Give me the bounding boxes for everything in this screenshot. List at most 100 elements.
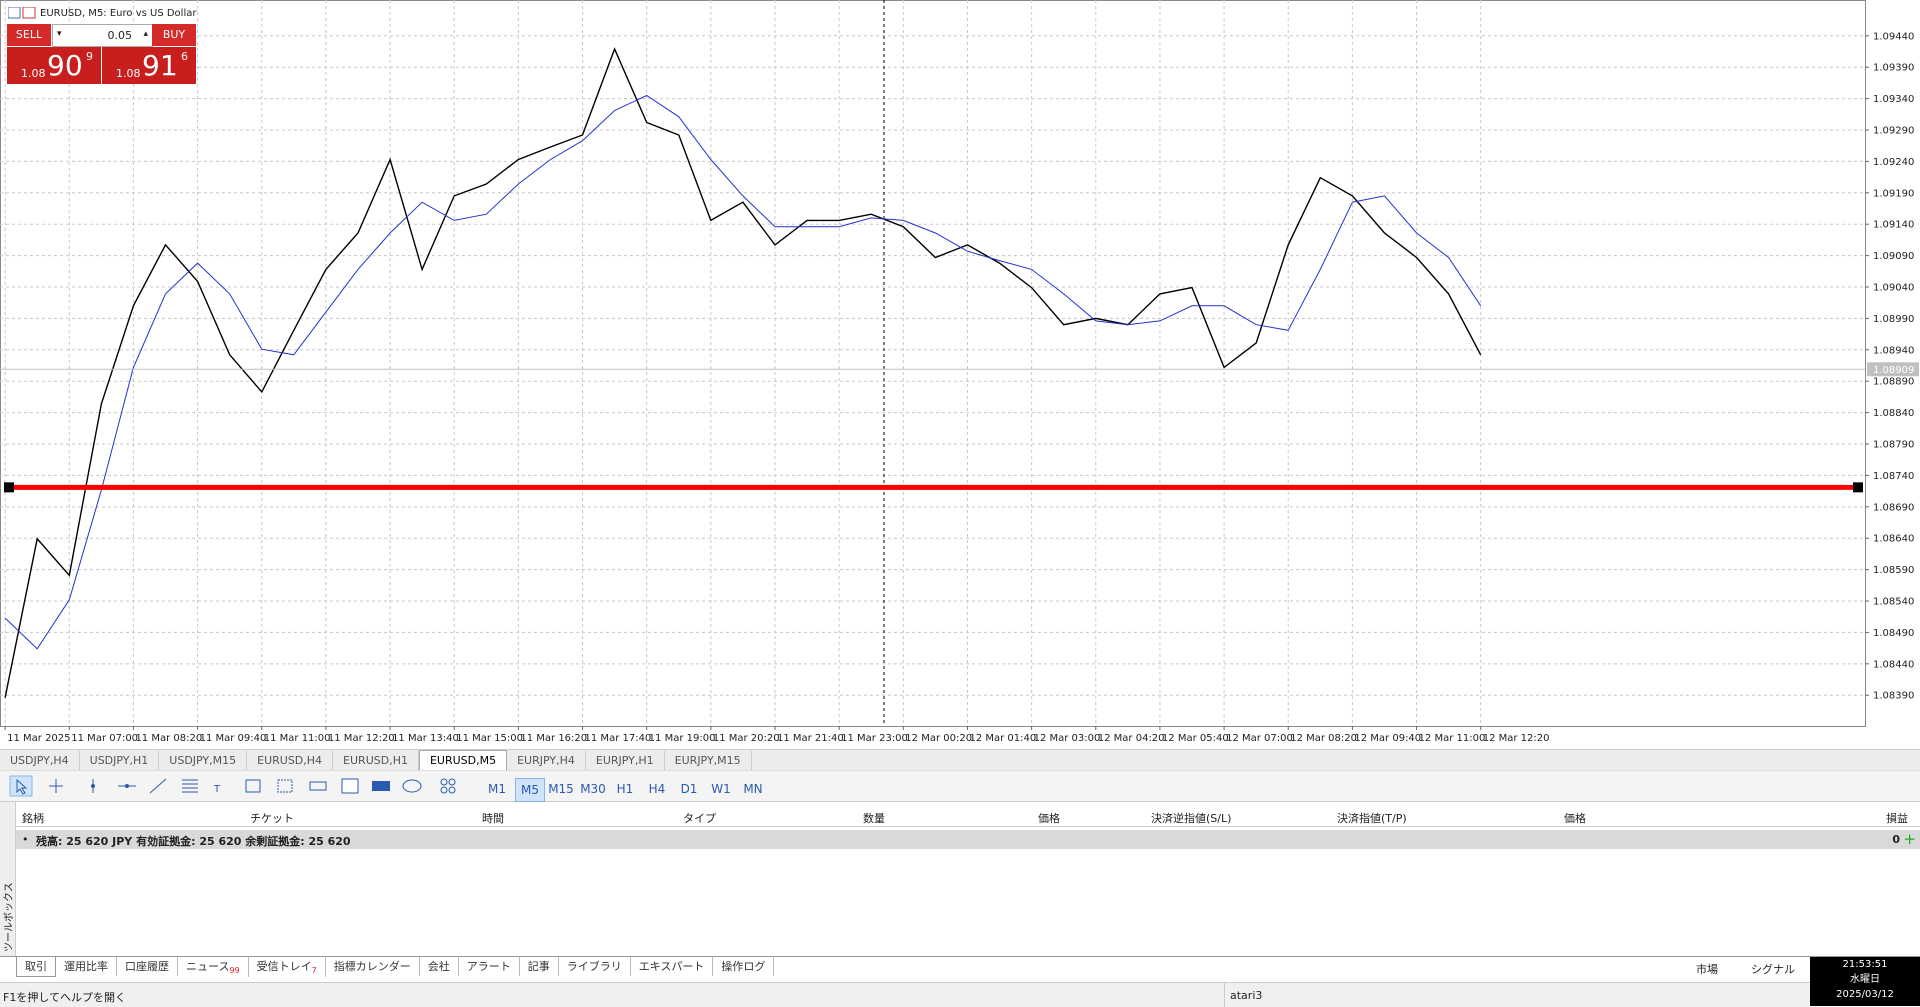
header-icons	[8, 7, 36, 19]
svg-text:T: T	[213, 784, 221, 795]
y-tick-label: 1.08390	[1873, 691, 1914, 702]
chart: 1.09440 1.09390 1.09340 1.09290 1.09240 1.091…	[0, 0, 1919, 744]
terminal-tab[interactable]: 会社	[420, 956, 459, 976]
terminal-tab[interactable]: 取引	[16, 956, 56, 977]
terminal-tab[interactable]: エキスパート	[631, 956, 714, 976]
clock-weekday: 水曜日	[1850, 974, 1880, 985]
add-button[interactable]: +	[1903, 830, 1916, 848]
buy-button[interactable]: BUY	[152, 24, 196, 46]
timeframe-button[interactable]: M15	[548, 782, 574, 796]
x-tick-label: 12 Mar 04:20	[1098, 733, 1165, 744]
x-tick-label: 11 Mar 23:00	[841, 733, 908, 744]
terminal-tab[interactable]: 指標カレンダー	[326, 956, 420, 976]
profit: 0	[1892, 833, 1900, 846]
x-tick-label: 11 Mar 16:20	[520, 733, 587, 744]
y-tick-label: 1.09140	[1873, 220, 1914, 231]
help-text: F1を押してヘルプを開く	[3, 991, 126, 1004]
status-bar: F1を押してヘルプを開く atari3	[0, 982, 1810, 1007]
chart-tab[interactable]: EURUSD,H1	[333, 751, 419, 770]
chart-tab[interactable]: EURUSD,M5	[418, 750, 508, 770]
x-tick-label: 11 Mar 13:40	[392, 733, 459, 744]
tab-label: 取引	[25, 960, 47, 973]
x-tick-label: 12 Mar 09:40	[1354, 733, 1421, 744]
y-tick-label: 1.09440	[1873, 31, 1914, 42]
column-header: 損益	[1886, 812, 1908, 825]
tab-label: 受信トレイ	[256, 960, 312, 973]
y-tick-label: 1.09190	[1873, 188, 1914, 199]
timeframe-button[interactable]: M30	[580, 782, 606, 796]
chart-tab[interactable]: EURJPY,H1	[586, 751, 665, 770]
toolbox-label: ツールボックス	[4, 882, 15, 952]
x-tick-label: 12 Mar 03:00	[1034, 733, 1101, 744]
tab-badge: 99	[229, 966, 240, 976]
tab-label: 会社	[427, 960, 450, 973]
chart-tab[interactable]: EURJPY,M15	[665, 751, 752, 770]
clock-date: 2025/03/12	[1836, 989, 1894, 1000]
x-tick-label: 11 Mar 08:20	[135, 733, 202, 744]
terminal-tab[interactable]: ライブラリ	[559, 956, 631, 976]
y-tick-label: 1.08590	[1873, 565, 1914, 576]
y-tick-label: 1.08490	[1873, 628, 1914, 639]
terminal-tab[interactable]: アラート	[459, 956, 520, 976]
terminal-tab[interactable]: 運用比率	[56, 956, 117, 976]
sell-price[interactable]: 1.08 90 9	[7, 47, 101, 84]
x-tick-label: 11 Mar 11:00	[264, 733, 331, 744]
price-line	[4, 47, 1482, 698]
terminal-tabs: 取引 運用比率 口座履歴 ニュース99 受信トレイ7 指標カレンダー 会社 アラート 記事 ライブ…	[16, 956, 1716, 978]
price-prefix: 1.08	[116, 67, 141, 80]
timeframe-button[interactable]: MN	[743, 782, 763, 796]
timeframe-button[interactable]: M1	[488, 782, 506, 796]
lot-field[interactable]: ▾ 0.05 ▴	[52, 24, 153, 47]
price-line	[4, 94, 1482, 650]
chart-tab[interactable]: USDJPY,M15	[159, 751, 248, 770]
tab-label: 操作ログ	[721, 960, 766, 973]
timeframe-button[interactable]: H4	[648, 782, 666, 796]
divider	[0, 956, 1920, 957]
chart-tab[interactable]: USDJPY,H4	[0, 751, 80, 770]
market-link[interactable]: 市場	[1696, 963, 1718, 976]
y-tick-label: 1.09090	[1873, 251, 1914, 262]
timeframe-button[interactable]: M5	[515, 778, 545, 802]
x-tick-label: 11 Mar 19:00	[649, 733, 716, 744]
balance-summary: 残高: 25 620 JPY 有効証拠金: 25 620 余剰証拠金: 25 6…	[36, 835, 351, 848]
price-big: 91	[142, 49, 178, 82]
terminal-tab[interactable]: 記事	[520, 956, 559, 976]
chart-header: EURUSD, M5: Euro vs US Dollar	[0, 0, 400, 22]
tab-label: 指標カレンダー	[333, 960, 411, 973]
price-pip: 6	[181, 50, 188, 63]
x-tick-label: 12 Mar 05:40	[1162, 733, 1229, 744]
axes: 1.09440 1.09390 1.09340 1.09290 1.09240 1.091…	[4, 31, 1919, 744]
x-tick-label: 11 Mar 15:00	[456, 733, 523, 744]
terminal-tab[interactable]: 口座履歴	[117, 956, 178, 976]
terminal-tab[interactable]: ニュース99	[178, 956, 249, 978]
sell-button[interactable]: SELL	[7, 24, 51, 46]
clock: 21:53:51 水曜日 2025/03/12	[1810, 957, 1920, 1006]
terminal-tab[interactable]: 受信トレイ7	[249, 956, 326, 978]
column-header: 銘柄	[22, 812, 44, 825]
terminal-header	[16, 806, 1920, 827]
timeframe-button[interactable]: W1	[711, 782, 731, 796]
y-tick-label: 1.08840	[1873, 408, 1914, 419]
tab-label: 記事	[527, 960, 550, 973]
toolbox-strip: ツールボックス	[0, 802, 16, 956]
terminal-tab[interactable]: 操作ログ	[713, 956, 775, 976]
y-tick-label: 1.08940	[1873, 345, 1914, 356]
chart-tabs: USDJPY,H4 USDJPY,H1 USDJPY,M15 EURUSD,H4 EUR…	[0, 749, 1920, 770]
line-handle	[4, 482, 14, 493]
x-tick-label: 12 Mar 11:00	[1419, 733, 1486, 744]
tab-badge: 7	[311, 966, 317, 976]
y-tick-label: 1.08990	[1873, 314, 1914, 325]
balance-row: • 残高: 25 620 JPY 有効証拠金: 25 620 余剰証拠金: 25…	[16, 830, 1920, 849]
chart-tab[interactable]: EURJPY,H4	[507, 751, 586, 770]
buy-price[interactable]: 1.08 91 6	[102, 47, 196, 84]
timeframe-button[interactable]: H1	[616, 782, 634, 796]
chart-tab[interactable]: EURUSD,H4	[247, 751, 334, 770]
signal-link[interactable]: シグナル	[1751, 963, 1795, 976]
timeframe-button[interactable]: D1	[680, 782, 698, 796]
column-header: 決済逆指値(S/L)	[1151, 812, 1232, 825]
y-tick-label: 1.08640	[1873, 534, 1914, 545]
chart-tab[interactable]: USDJPY,H1	[80, 751, 160, 770]
x-tick-label: 11 Mar 21:40	[777, 733, 844, 744]
account: atari3	[1230, 989, 1263, 1002]
